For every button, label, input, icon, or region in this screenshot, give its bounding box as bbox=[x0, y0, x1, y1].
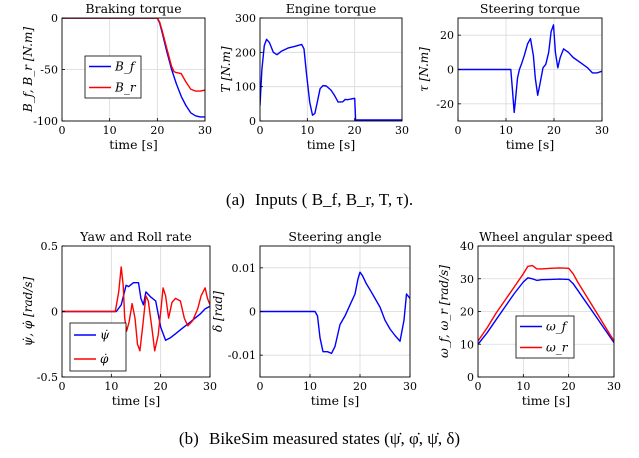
y-axis-label: B_f, B_r [N.m] bbox=[21, 27, 35, 113]
x-tick-label: 0 bbox=[59, 124, 66, 137]
y-tick-label: 0 bbox=[249, 306, 256, 319]
series-line-s1 bbox=[62, 266, 210, 352]
x-tick-label: 0 bbox=[59, 380, 66, 393]
series-line-main bbox=[260, 38, 402, 121]
x-tick-label: 10 bbox=[516, 380, 530, 393]
y-tick-label: 0 bbox=[51, 306, 58, 319]
series-line-r bbox=[478, 264, 614, 342]
chart-braking: 0 10 20 30 -100 -50 0 Braking torque time [s] B_f… bbox=[21, 1, 212, 152]
x-axis-label: time [s] bbox=[307, 137, 355, 152]
y-axis-label: δ [rad] bbox=[211, 291, 225, 332]
legend: ω_f ω_r bbox=[515, 315, 575, 359]
plot-area bbox=[260, 18, 402, 121]
legend-box bbox=[69, 322, 127, 372]
legend-box bbox=[84, 55, 142, 99]
x-tick-label: 0 bbox=[475, 380, 482, 393]
y-axis-label: T [N.m] bbox=[219, 46, 233, 92]
y-tick-label: 300 bbox=[235, 12, 256, 25]
series-line-f bbox=[478, 277, 614, 345]
y-tick-label: 0 bbox=[447, 64, 454, 77]
x-tick-label: 10 bbox=[303, 380, 317, 393]
x-tick-label: 30 bbox=[203, 380, 217, 393]
x-tick-label: 0 bbox=[455, 124, 462, 137]
chart-title: Wheel angular speed bbox=[479, 229, 613, 244]
y-axis-label: τ [N.m] bbox=[417, 47, 431, 92]
legend-entry: ω_f bbox=[546, 320, 569, 334]
x-tick-label: 0 bbox=[257, 124, 264, 137]
chart-title: Braking torque bbox=[85, 1, 181, 16]
y-tick-label: 0.01 bbox=[232, 262, 257, 275]
caption-a-label: (a) bbox=[225, 190, 245, 209]
x-tick-label: 30 bbox=[607, 380, 621, 393]
x-tick-label: 10 bbox=[499, 124, 513, 137]
chart-title: Yaw and Roll rate bbox=[79, 229, 192, 244]
x-tick-label: 30 bbox=[395, 124, 409, 137]
y-tick-label: 0.5 bbox=[41, 240, 59, 253]
chart-title: Engine torque bbox=[286, 1, 377, 16]
legend-entry: B_r bbox=[114, 81, 137, 95]
x-tick-label: 20 bbox=[562, 380, 576, 393]
legend-entry: φ̇ bbox=[100, 352, 109, 366]
y-tick-label: 20 bbox=[460, 306, 474, 319]
y-tick-label: 10 bbox=[460, 338, 474, 351]
y-tick-label: 200 bbox=[235, 46, 256, 59]
x-tick-label: 20 bbox=[348, 124, 362, 137]
x-tick-label: 30 bbox=[595, 124, 609, 137]
chart-wheel-speed: 0 10 20 30 0 10 20 30 40 Wheel angular speed time … bbox=[437, 229, 621, 408]
x-tick-label: 10 bbox=[104, 380, 118, 393]
caption-b: (b) BikeSim measured states (ψ̇, φ̇, ψ̇,… bbox=[0, 429, 639, 449]
x-tick-label: 10 bbox=[103, 124, 117, 137]
legend: B_f B_r bbox=[84, 55, 142, 99]
y-axis-label: ψ̇, φ̇ [rad/s] bbox=[21, 276, 35, 346]
x-tick-label: 10 bbox=[300, 124, 314, 137]
x-tick-label: 30 bbox=[403, 380, 417, 393]
x-axis-label: time [s] bbox=[522, 393, 570, 408]
y-tick-label: -100 bbox=[33, 115, 58, 128]
y-tick-label: 40 bbox=[460, 240, 474, 253]
chart-title: Steering torque bbox=[480, 1, 580, 16]
x-axis-label: time [s] bbox=[311, 393, 359, 408]
x-tick-label: 0 bbox=[257, 380, 264, 393]
x-tick-label: 20 bbox=[154, 380, 168, 393]
y-tick-label: -0.5 bbox=[37, 371, 58, 384]
legend-box bbox=[515, 315, 575, 359]
y-tick-label: -50 bbox=[40, 64, 58, 77]
y-axis-label: ω_f, ω_r [rad/s] bbox=[437, 265, 451, 358]
chart-steering-angle: 0 10 20 30 -0.01 0 0.01 Steering angle time [s] δ… bbox=[211, 229, 417, 408]
caption-a-text: Inputs ( B_f, B_r, T, τ). bbox=[255, 190, 414, 209]
series-line-main bbox=[260, 271, 410, 355]
y-tick-label: 100 bbox=[235, 81, 256, 94]
y-tick-label: -0.01 bbox=[228, 349, 256, 362]
x-tick-label: 20 bbox=[353, 380, 367, 393]
caption-b-label: (b) bbox=[178, 429, 199, 448]
caption-b-text: BikeSim measured states (ψ̇, φ̇, ψ̇, δ) bbox=[208, 429, 461, 448]
x-axis-label: time [s] bbox=[112, 393, 160, 408]
y-tick-label: 0 bbox=[467, 371, 474, 384]
y-tick-label: 0 bbox=[249, 115, 256, 128]
x-tick-label: 30 bbox=[198, 124, 212, 137]
legend: ψ̇ φ̇ bbox=[69, 322, 127, 372]
legend-entry: ω_r bbox=[546, 341, 569, 355]
x-axis-label: time [s] bbox=[109, 137, 157, 152]
chart-title: Steering angle bbox=[288, 229, 381, 244]
y-tick-label: 20 bbox=[440, 29, 454, 42]
y-tick-label: 30 bbox=[460, 273, 474, 286]
x-tick-label: 20 bbox=[547, 124, 561, 137]
axes-box bbox=[259, 17, 403, 122]
y-tick-label: -20 bbox=[436, 98, 454, 111]
legend-entry: ψ̇ bbox=[100, 328, 110, 342]
x-axis-label: time [s] bbox=[506, 137, 554, 152]
y-tick-label: 0 bbox=[51, 12, 58, 25]
legend-entry: B_f bbox=[114, 60, 137, 74]
series-line-Br bbox=[62, 18, 205, 92]
caption-a: (a) Inputs ( B_f, B_r, T, τ). bbox=[0, 190, 639, 210]
series-line-main bbox=[458, 24, 602, 114]
x-tick-label: 20 bbox=[150, 124, 164, 137]
